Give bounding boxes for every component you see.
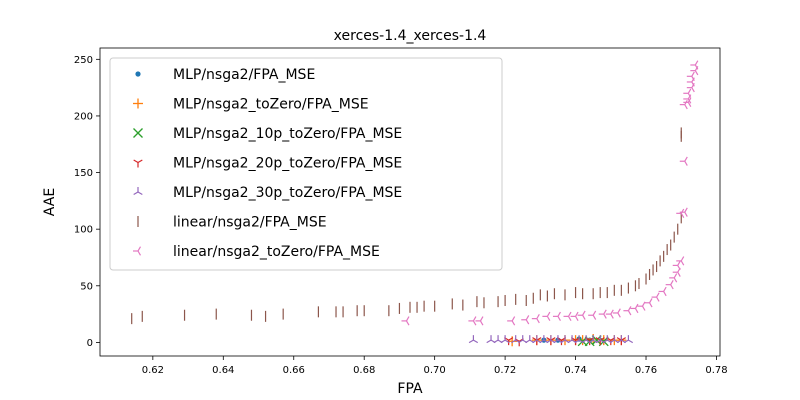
data-point — [683, 94, 692, 104]
legend-marker — [133, 128, 143, 138]
legend-entry: MLP/nsga2_30p_toZero/FPA_MSE — [133, 185, 402, 201]
data-point — [507, 316, 516, 326]
x-tick-label: 0.68 — [353, 365, 375, 376]
y-tick-label: 0 — [87, 338, 93, 349]
y-tick-label: 150 — [74, 168, 93, 179]
data-marks — [131, 60, 699, 347]
legend-entries: MLP/nsga2/FPA_MSE MLP/nsga2_toZero/FPA_MS… — [133, 67, 402, 260]
data-point — [644, 298, 653, 308]
legend-label: MLP/nsga2/FPA_MSE — [173, 67, 315, 83]
data-point — [577, 310, 586, 320]
data-point — [630, 303, 639, 314]
data-point — [672, 260, 681, 271]
x-tick-label: 0.76 — [635, 365, 657, 376]
data-point — [563, 311, 572, 321]
x-tick-label: 0.74 — [564, 365, 586, 376]
data-point — [669, 273, 678, 283]
data-point — [595, 337, 605, 346]
data-point — [468, 335, 479, 344]
y-tick-label: 200 — [74, 111, 93, 122]
x-tick-label: 0.62 — [142, 365, 164, 376]
data-point — [651, 292, 660, 302]
x-tick-label: 0.70 — [424, 365, 446, 376]
legend-label: MLP/nsga2_10p_toZero/FPA_MSE — [173, 126, 402, 142]
legend-entry: MLP/nsga2_toZero/FPA_MSE — [133, 97, 369, 113]
x-axis-ticks: 0.62 0.64 0.66 0.68 0.70 0.72 0.74 0.76 0.78 — [142, 356, 728, 376]
y-axis-ticks: 0 50 100 150 200 250 — [74, 55, 100, 349]
legend-entry: MLP/nsga2/FPA_MSE — [135, 67, 315, 83]
data-point — [665, 280, 674, 290]
legend-label: linear/nsga2/FPA_MSE — [173, 215, 327, 231]
x-axis-label: FPA — [397, 381, 423, 397]
legend-marker — [133, 98, 143, 109]
data-point — [542, 311, 551, 321]
legend-entry: linear/nsga2/FPA_MSE — [137, 215, 327, 231]
legend-frame — [109, 57, 503, 271]
data-point — [401, 316, 410, 326]
x-tick-label: 0.64 — [212, 365, 234, 376]
data-point — [532, 337, 542, 346]
data-point — [686, 83, 695, 93]
y-tick-label: 250 — [74, 55, 93, 66]
y-tick-label: 100 — [74, 225, 93, 236]
legend-entry: MLP/nsga2_10p_toZero/FPA_MSE — [133, 126, 402, 142]
data-point — [605, 309, 614, 319]
legend-entry: MLP/nsga2_20p_toZero/FPA_MSE — [133, 156, 402, 172]
data-point — [521, 315, 530, 325]
data-point — [679, 207, 688, 217]
chart-title: xerces-1.4_xerces-1.4 — [334, 28, 487, 44]
x-tick-label: 0.72 — [494, 365, 516, 376]
legend-label: MLP/nsga2_30p_toZero/FPA_MSE — [173, 185, 402, 201]
data-point — [616, 337, 626, 346]
data-point — [623, 306, 632, 316]
legend-marker — [133, 246, 142, 256]
legend-marker — [133, 187, 143, 196]
plot-frame — [99, 47, 721, 357]
data-point — [679, 156, 688, 166]
data-point — [623, 335, 634, 344]
data-point — [683, 88, 692, 98]
data-point — [570, 311, 579, 321]
data-point — [676, 256, 685, 266]
data-point — [598, 309, 607, 319]
data-point — [686, 77, 695, 87]
legend-label: MLP/nsga2_toZero/FPA_MSE — [173, 97, 369, 113]
data-point — [552, 311, 561, 321]
data-point — [658, 286, 667, 297]
data-point — [588, 310, 597, 320]
y-axis-label: AAE — [42, 188, 58, 216]
series-5 — [468, 335, 634, 344]
series-7 — [401, 60, 699, 326]
legend: MLP/nsga2/FPA_MSE MLP/nsga2_toZero/FPA_MS… — [109, 57, 503, 271]
legend-marker — [133, 159, 143, 168]
data-point — [546, 337, 556, 346]
x-tick-label: 0.66 — [283, 365, 305, 376]
data-point — [690, 60, 699, 70]
data-point — [500, 335, 510, 344]
y-tick-label: 50 — [80, 281, 93, 292]
data-point — [468, 316, 477, 326]
x-tick-label: 0.78 — [705, 365, 727, 376]
legend-label: linear/nsga2_toZero/FPA_MSE — [173, 244, 380, 260]
legend-marker — [135, 71, 141, 77]
data-point — [686, 71, 695, 81]
series-6 — [131, 127, 682, 325]
data-point — [531, 314, 540, 324]
legend-label: MLP/nsga2_20p_toZero/FPA_MSE — [173, 156, 402, 172]
legend-entry: linear/nsga2_toZero/FPA_MSE — [133, 244, 380, 260]
data-point — [612, 308, 621, 318]
data-point — [475, 316, 484, 326]
data-point — [690, 66, 699, 76]
